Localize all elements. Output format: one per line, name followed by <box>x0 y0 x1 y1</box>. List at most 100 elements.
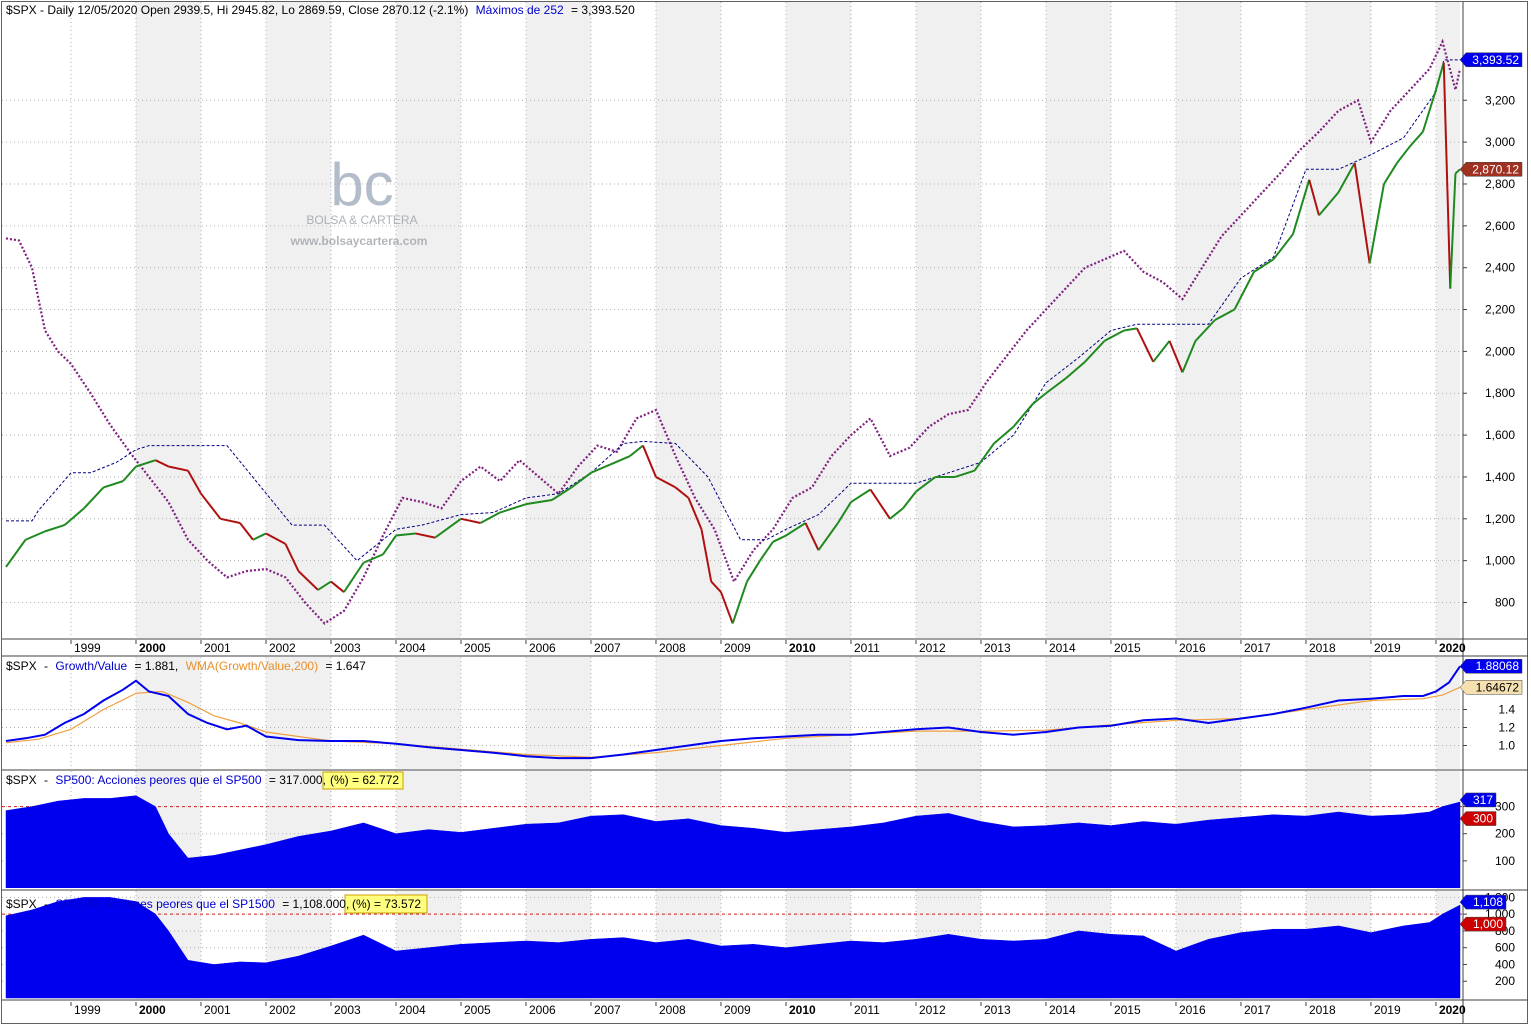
price-segment <box>629 444 644 457</box>
price-segment <box>1353 162 1371 264</box>
price-segment <box>1032 392 1047 405</box>
badge-sp500-threshold: 300 <box>1473 812 1493 826</box>
price-segment <box>590 463 611 474</box>
price-segment <box>63 507 85 526</box>
value-badges: 3,393.522,870.121.880681.646723173001,10… <box>1459 52 1523 932</box>
price-segment <box>1421 89 1437 132</box>
badge-sp500-threshold-box <box>1459 811 1497 826</box>
price-segment <box>1064 361 1086 380</box>
year-band <box>395 657 461 769</box>
price-segment <box>1318 191 1340 217</box>
price-segment <box>1308 179 1320 216</box>
year-band <box>1175 657 1241 769</box>
x-tick-label: 1999 <box>74 1003 101 1017</box>
price-line-layer <box>5 38 1462 625</box>
price-segment <box>993 425 1015 445</box>
y-tick-label: 2,000 <box>1485 344 1515 358</box>
price-segment <box>187 470 202 495</box>
year-band <box>525 657 591 769</box>
price-header-value: = 3,393.520 <box>571 3 635 17</box>
x-tick-label: 2016 <box>1179 1003 1206 1017</box>
price-segment <box>1012 403 1034 428</box>
price-segment <box>265 532 286 545</box>
y-tick-label: 3,200 <box>1485 93 1515 107</box>
price-segment <box>772 534 787 543</box>
y-tick-label: 1,600 <box>1485 428 1515 442</box>
year-band <box>265 657 331 769</box>
price-segment <box>804 522 820 551</box>
ratio-header-wma-value: = 1.647 <box>325 659 366 673</box>
price-segment <box>168 465 189 472</box>
price-segment <box>850 488 872 503</box>
price-segment <box>746 560 761 583</box>
price-segment <box>434 517 462 539</box>
sp1500-header: $SPX - SP1500: Acciones peores que el SP… <box>6 897 349 911</box>
price-segment <box>252 532 267 541</box>
price-segment <box>720 591 734 624</box>
price-segment <box>499 503 527 514</box>
badge-sp1500-box <box>1459 894 1507 910</box>
price-header: $SPX - Daily 12/05/2020 Open 2939.5, Hi … <box>6 3 635 17</box>
price-segment <box>480 511 501 524</box>
badge-sp500: 317 <box>1473 793 1493 807</box>
purple-dotted-line <box>5 38 1462 625</box>
price-segment <box>1291 179 1311 235</box>
y-tick-label: 1.4 <box>1498 703 1515 717</box>
sp1500-pct-highlight <box>344 894 428 914</box>
x-tick-label: 2002 <box>269 641 296 655</box>
y-tick-label: 3,000 <box>1485 135 1515 149</box>
price-segment <box>1181 340 1197 373</box>
price-header-indicator: Máximos de 252 <box>476 3 564 17</box>
sp1500-pct-text: (%) = 73.572 <box>352 897 421 911</box>
x-tick-label: 2008 <box>659 1003 686 1017</box>
x-tick-label: 2017 <box>1244 641 1271 655</box>
x-tick-label: 2010 <box>789 1003 816 1017</box>
price-segment <box>415 532 436 539</box>
x-tick-label: 2018 <box>1309 1003 1336 1017</box>
y-tick-label: 600 <box>1495 941 1515 955</box>
y-tick-label: 100 <box>1495 854 1515 868</box>
x-tick-label: 2015 <box>1114 1003 1141 1017</box>
badge-wma: 1.64672 <box>1476 680 1520 694</box>
sp500-header-series: SP500: Acciones peores que el SP500 <box>55 773 261 787</box>
price-segment <box>817 522 839 551</box>
x-tick-label: 2013 <box>984 1003 1011 1017</box>
price-segment <box>915 476 937 493</box>
x-tick-label: 2001 <box>204 1003 231 1017</box>
x-tick-label: 2000 <box>139 641 166 655</box>
y-tick-label: 800 <box>1495 596 1515 610</box>
year-band <box>135 2 201 638</box>
x-tick-label: 2007 <box>594 1003 621 1017</box>
y-tick-label: 1,400 <box>1485 470 1515 484</box>
year-band <box>1435 657 1460 769</box>
x-tick-label: 2008 <box>659 641 686 655</box>
price-segment <box>837 501 852 524</box>
ratio-header-prefix: $SPX <box>6 659 37 673</box>
year-band <box>395 2 461 638</box>
year-band <box>1305 657 1371 769</box>
price-segment <box>1168 340 1184 373</box>
sp500-area <box>5 795 1461 888</box>
badge-sp1500: 1,108 <box>1473 895 1503 909</box>
y-tick-label: 400 <box>1495 957 1515 971</box>
sp1500-area <box>5 897 1461 999</box>
price-segment <box>1449 173 1457 289</box>
sp1500-header-series: SP1500: Acciones peores que el SP1500 <box>55 897 275 911</box>
y-tick-label: 200 <box>1495 827 1515 841</box>
price-segment <box>1103 329 1125 342</box>
price-segment <box>785 522 807 537</box>
badge-growth-value-box <box>1459 658 1523 674</box>
year-band <box>785 2 851 638</box>
year-band <box>785 657 851 769</box>
price-segment <box>1368 183 1385 264</box>
price-segment <box>1123 327 1138 332</box>
year-band <box>1435 2 1460 638</box>
price-segment <box>284 543 300 572</box>
y-tick-label: 300 <box>1495 800 1515 814</box>
y-tick-label: 2,200 <box>1485 303 1515 317</box>
price-segment <box>954 469 975 478</box>
year-band <box>1045 2 1111 638</box>
price-segment <box>1434 62 1445 91</box>
badge-sp500-box <box>1459 792 1497 808</box>
